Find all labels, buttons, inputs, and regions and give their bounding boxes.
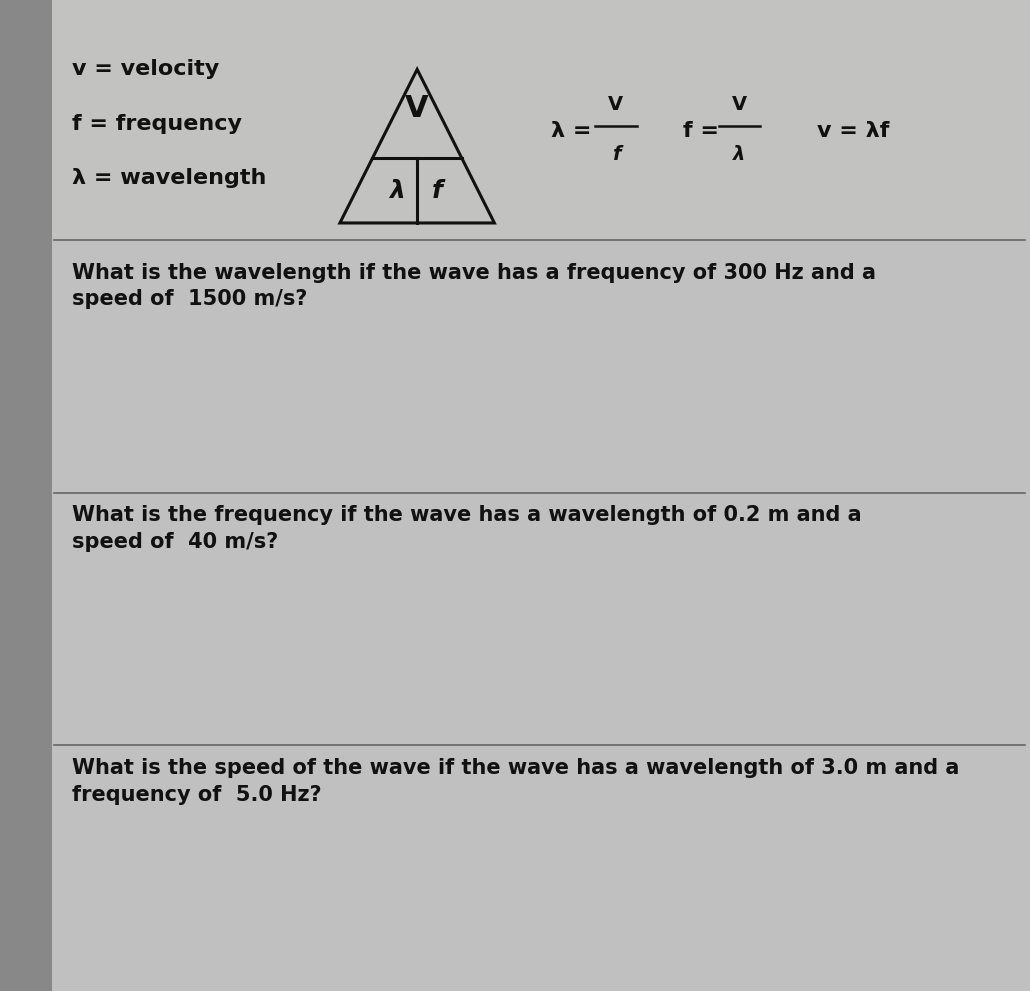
Text: What is the frequency if the wave has a wavelength of 0.2 m and a
speed of  40 m: What is the frequency if the wave has a …	[72, 505, 862, 552]
Text: f: f	[432, 178, 443, 203]
Bar	[0, 0, 52, 991]
Text: V: V	[732, 95, 747, 114]
Text: λ: λ	[389, 178, 405, 203]
Text: λ: λ	[733, 145, 746, 164]
Text: What is the wavelength if the wave has a frequency of 300 Hz and a
speed of  150: What is the wavelength if the wave has a…	[72, 263, 877, 309]
Text: v = λf: v = λf	[817, 121, 889, 142]
Text: V: V	[609, 95, 623, 114]
Text: v = velocity: v = velocity	[72, 59, 219, 79]
Text: f: f	[612, 145, 620, 164]
Text: λ =: λ =	[551, 121, 591, 142]
Text: f =: f =	[683, 121, 719, 142]
Text: f = frequency: f = frequency	[72, 114, 242, 134]
Text: What is the speed of the wave if the wave has a wavelength of 3.0 m and a
freque: What is the speed of the wave if the wav…	[72, 758, 960, 805]
Text: V: V	[406, 94, 428, 124]
Text: λ = wavelength: λ = wavelength	[72, 168, 267, 188]
Bar	[52, 0, 1030, 240]
